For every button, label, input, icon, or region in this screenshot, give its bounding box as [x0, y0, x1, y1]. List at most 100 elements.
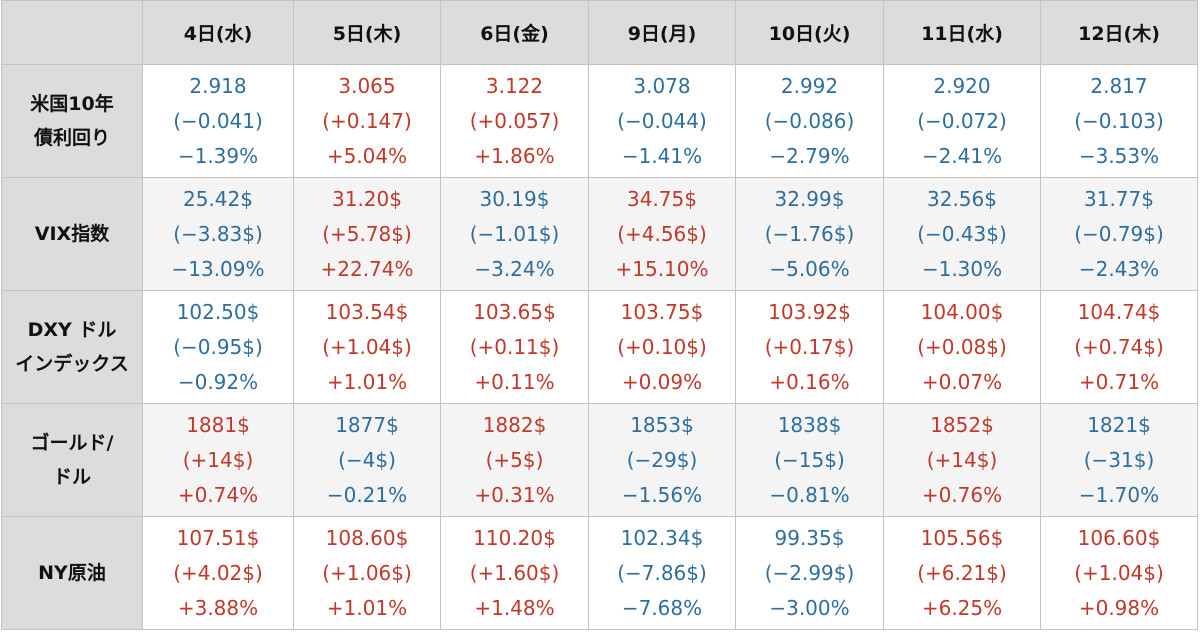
- percent-change: −5.06%: [769, 256, 850, 281]
- cell-content: 3.065 (+0.147) +5.04%: [294, 69, 440, 174]
- change-value: (+5$): [485, 447, 544, 472]
- price-value: 34.75$: [627, 186, 697, 211]
- change-value: (+1.04$): [1074, 560, 1164, 585]
- change-value: (+6.21$): [917, 560, 1007, 585]
- change-value: (+5.78$): [322, 221, 412, 246]
- table-row-vix-index: VIX指数 25.42$ (−3.83$) −13.09% 31.20$ (+5.78$)…: [1, 177, 1198, 291]
- table-row-us10y-yield: 米国10年 債利回り 2.918 (−0.041) −1.39% 3.065 (+0.147…: [1, 64, 1198, 178]
- data-cell: 102.34$ (−7.86$) −7.68%: [588, 516, 736, 630]
- change-value: (+14$): [182, 447, 254, 472]
- cell-content: 1882$ (+5$) +0.31%: [441, 408, 588, 513]
- change-value: (+0.17$): [764, 334, 855, 359]
- price-value: 106.60$: [1077, 525, 1161, 550]
- data-cell: 25.42$ (−3.83$) −13.09%: [142, 177, 294, 291]
- cell-content: 34.75$ (+4.56$) +15.10%: [589, 182, 735, 287]
- cell-content: 102.50$ (−0.95$) −0.92%: [143, 295, 293, 400]
- price-value: 3.078: [633, 73, 691, 98]
- change-value: (+4.02$): [173, 560, 263, 585]
- percent-change: +6.25%: [921, 595, 1003, 620]
- price-value: 108.60$: [325, 525, 409, 550]
- percent-change: −0.81%: [769, 482, 850, 507]
- price-value: 1881$: [186, 412, 250, 437]
- change-value: (+1.06$): [322, 560, 412, 585]
- change-value: (+4.56$): [617, 221, 707, 246]
- price-value: 32.56$: [927, 186, 997, 211]
- header-row: 4日(水) 5日(木) 6日(金) 9日(月) 10日(火) 11日(水) 12…: [1, 0, 1198, 65]
- row-label: VIX指数: [1, 177, 143, 291]
- data-cell: 105.56$ (+6.21$) +6.25%: [883, 516, 1041, 630]
- percent-change: +0.31%: [474, 482, 555, 507]
- price-value: 1853$: [630, 412, 694, 437]
- percent-change: −3.53%: [1078, 143, 1160, 168]
- cell-content: 108.60$ (+1.06$) +1.01%: [294, 521, 440, 626]
- price-value: 1821$: [1087, 412, 1151, 437]
- price-value: 1852$: [930, 412, 994, 437]
- change-value: (−15$): [774, 447, 845, 472]
- price-value: 105.56$: [920, 525, 1004, 550]
- price-value: 99.35$: [774, 525, 845, 550]
- percent-change: −2.41%: [921, 143, 1003, 168]
- cell-content: 103.75$ (+0.10$) +0.09%: [589, 295, 735, 400]
- cell-content: 1853$ (−29$) −1.56%: [589, 408, 735, 513]
- percent-change: −1.41%: [621, 143, 703, 168]
- change-value: (+1.04$): [322, 334, 412, 359]
- data-cell: 106.60$ (+1.04$) +0.98%: [1040, 516, 1198, 630]
- change-value: (−4$): [338, 447, 396, 472]
- cell-content: 25.42$ (−3.83$) −13.09%: [143, 182, 293, 287]
- row-label: ゴールド/ドル: [1, 403, 143, 517]
- cell-content: 104.74$ (+0.74$) +0.71%: [1041, 295, 1197, 400]
- row-label-line: VIX指数: [34, 223, 110, 245]
- price-value: 2.920: [933, 73, 991, 98]
- row-label: NY原油: [1, 516, 143, 630]
- change-value: (−7.86$): [617, 560, 707, 585]
- price-value: 31.77$: [1084, 186, 1154, 211]
- percent-change: −0.92%: [177, 369, 259, 394]
- change-value: (−0.79$): [1074, 221, 1164, 246]
- price-value: 104.74$: [1077, 299, 1161, 324]
- data-cell: 32.56$ (−0.43$) −1.30%: [883, 177, 1041, 291]
- change-value: (+0.057): [469, 108, 560, 133]
- data-cell: 1838$ (−15$) −0.81%: [735, 403, 884, 517]
- cell-content: 110.20$ (+1.60$) +1.48%: [441, 521, 588, 626]
- data-cell: 31.20$ (+5.78$) +22.74%: [293, 177, 441, 291]
- data-cell: 34.75$ (+4.56$) +15.10%: [588, 177, 736, 291]
- price-value: 102.34$: [620, 525, 704, 550]
- row-label-line: NY原油: [38, 562, 106, 584]
- percent-change: −1.30%: [921, 256, 1003, 281]
- row-label-line: DXY ドル: [27, 319, 117, 341]
- change-value: (+1.60$): [469, 560, 560, 585]
- data-cell: 1881$ (+14$) +0.74%: [142, 403, 294, 517]
- percent-change: −3.24%: [474, 256, 555, 281]
- change-value: (+0.10$): [617, 334, 707, 359]
- data-cell: 2.920 (−0.072) −2.41%: [883, 64, 1041, 178]
- table-row-dxy-dollar-index: DXY ドル インデックス 102.50$ (−0.95$) −0.92% 103.54$…: [1, 290, 1198, 404]
- data-cell: 2.918 (−0.041) −1.39%: [142, 64, 294, 178]
- data-cell: 103.54$ (+1.04$) +1.01%: [293, 290, 441, 404]
- day-header: 10日(火): [735, 0, 884, 65]
- cell-content: 32.99$ (−1.76$) −5.06%: [736, 182, 883, 287]
- cell-content: 1821$ (−31$) −1.70%: [1041, 408, 1197, 513]
- percent-change: +22.74%: [320, 256, 414, 281]
- price-value: 102.50$: [176, 299, 260, 324]
- cell-content: 103.54$ (+1.04$) +1.01%: [294, 295, 440, 400]
- cell-content: 102.34$ (−7.86$) −7.68%: [589, 521, 735, 626]
- data-cell: 99.35$ (−2.99$) −3.00%: [735, 516, 884, 630]
- cell-content: 103.92$ (+0.17$) +0.16%: [736, 295, 883, 400]
- cell-content: 103.65$ (+0.11$) +0.11%: [441, 295, 588, 400]
- change-value: (−1.01$): [469, 221, 560, 246]
- price-value: 2.918: [189, 73, 247, 98]
- data-cell: 1852$ (+14$) +0.76%: [883, 403, 1041, 517]
- day-header: 11日(水): [883, 0, 1041, 65]
- percent-change: +0.74%: [177, 482, 259, 507]
- table-row-gold-usd: ゴールド/ドル 1881$ (+14$) +0.74% 1877$ (−4$) −0.21%…: [1, 403, 1198, 517]
- cell-content: 99.35$ (−2.99$) −3.00%: [736, 521, 883, 626]
- cell-content: 1852$ (+14$) +0.76%: [884, 408, 1040, 513]
- data-cell: 3.122 (+0.057) +1.86%: [440, 64, 589, 178]
- change-value: (−29$): [626, 447, 698, 472]
- data-cell: 32.99$ (−1.76$) −5.06%: [735, 177, 884, 291]
- change-value: (+14$): [926, 447, 998, 472]
- change-value: (−0.072): [917, 108, 1007, 133]
- percent-change: +1.48%: [474, 595, 555, 620]
- percent-change: −2.79%: [769, 143, 850, 168]
- change-value: (−0.086): [764, 108, 855, 133]
